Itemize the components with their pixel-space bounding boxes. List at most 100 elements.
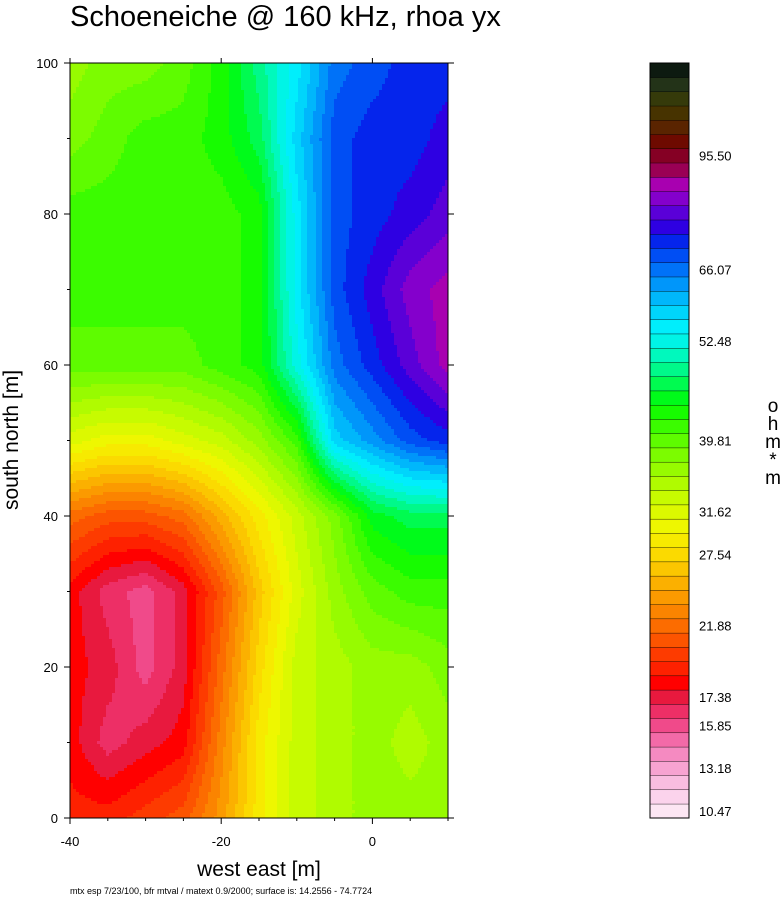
- field-cell: [298, 132, 301, 135]
- field-cell: [403, 102, 406, 105]
- field-cell: [244, 108, 247, 111]
- field-cell: [376, 93, 379, 96]
- field-cell: [157, 78, 160, 81]
- field-cell: [394, 96, 397, 99]
- field-cell: [418, 69, 421, 72]
- field-cell: [157, 63, 160, 66]
- field-cell: [280, 138, 283, 141]
- field-cell: [304, 78, 307, 81]
- field-cell: [280, 78, 283, 81]
- field-cell: [316, 84, 319, 87]
- field-cell: [256, 108, 259, 111]
- field-cell: [82, 108, 85, 111]
- field-cell: [256, 135, 259, 138]
- field-cell: [253, 81, 256, 84]
- field-cell: [235, 93, 238, 96]
- field-cell: [442, 72, 445, 75]
- field-cell: [394, 126, 397, 129]
- field-cell: [418, 135, 421, 138]
- field-cell: [355, 123, 358, 126]
- field-cell: [199, 102, 202, 105]
- field-cell: [337, 126, 340, 129]
- field-cell: [358, 120, 361, 123]
- field-cell: [283, 138, 286, 141]
- field-cell: [259, 72, 262, 75]
- field-cell: [103, 123, 106, 126]
- field-cell: [229, 84, 232, 87]
- field-cell: [361, 120, 364, 123]
- field-cell: [103, 81, 106, 84]
- field-cell: [316, 129, 319, 132]
- field-cell: [415, 111, 418, 114]
- field-cell: [409, 108, 412, 111]
- field-cell: [262, 99, 265, 102]
- field-cell: [322, 84, 325, 87]
- field-cell: [163, 117, 166, 120]
- field-cell: [313, 75, 316, 78]
- field-cell: [235, 63, 238, 66]
- field-cell: [382, 105, 385, 108]
- field-cell: [139, 96, 142, 99]
- field-cell: [259, 87, 262, 90]
- field-cell: [316, 63, 319, 66]
- field-cell: [136, 111, 139, 114]
- field-cell: [289, 120, 292, 123]
- field-cell: [325, 108, 328, 111]
- field-cell: [379, 105, 382, 108]
- field-cell: [214, 135, 217, 138]
- field-cell: [406, 111, 409, 114]
- field-cell: [214, 66, 217, 69]
- field-cell: [310, 81, 313, 84]
- field-cell: [340, 108, 343, 111]
- field-cell: [400, 129, 403, 132]
- field-cell: [244, 126, 247, 129]
- field-cell: [268, 135, 271, 138]
- field-cell: [88, 99, 91, 102]
- field-cell: [409, 96, 412, 99]
- field-cell: [274, 108, 277, 111]
- field-cell: [310, 108, 313, 111]
- field-cell: [403, 66, 406, 69]
- field-cell: [70, 84, 73, 87]
- field-cell: [343, 105, 346, 108]
- field-cell: [142, 66, 145, 69]
- field-cell: [127, 72, 130, 75]
- field-cell: [340, 87, 343, 90]
- field-cell: [202, 63, 205, 66]
- field-cell: [271, 93, 274, 96]
- field-cell: [283, 105, 286, 108]
- field-cell: [172, 78, 175, 81]
- field-cell: [340, 63, 343, 66]
- field-cell: [397, 69, 400, 72]
- field-cell: [442, 78, 445, 81]
- field-cell: [187, 132, 190, 135]
- field-cell: [319, 138, 322, 141]
- field-cell: [232, 96, 235, 99]
- field-cell: [298, 114, 301, 117]
- field-cell: [265, 90, 268, 93]
- field-cell: [322, 66, 325, 69]
- field-cell: [355, 117, 358, 120]
- field-cell: [343, 87, 346, 90]
- field-cell: [412, 81, 415, 84]
- field-cell: [277, 120, 280, 123]
- field-cell: [94, 120, 97, 123]
- field-cell: [394, 72, 397, 75]
- field-cell: [298, 123, 301, 126]
- field-cell: [394, 102, 397, 105]
- field-cell: [220, 111, 223, 114]
- field-cell: [385, 108, 388, 111]
- field-cell: [352, 87, 355, 90]
- field-cell: [271, 117, 274, 120]
- field-cell: [85, 138, 88, 141]
- field-cell: [301, 78, 304, 81]
- field-cell: [109, 117, 112, 120]
- field-cell: [118, 87, 121, 90]
- field-cell: [418, 87, 421, 90]
- field-cell: [79, 111, 82, 114]
- field-cell: [181, 93, 184, 96]
- field-cell: [130, 135, 133, 138]
- field-cell: [181, 114, 184, 117]
- field-cell: [400, 108, 403, 111]
- field-cell: [73, 102, 76, 105]
